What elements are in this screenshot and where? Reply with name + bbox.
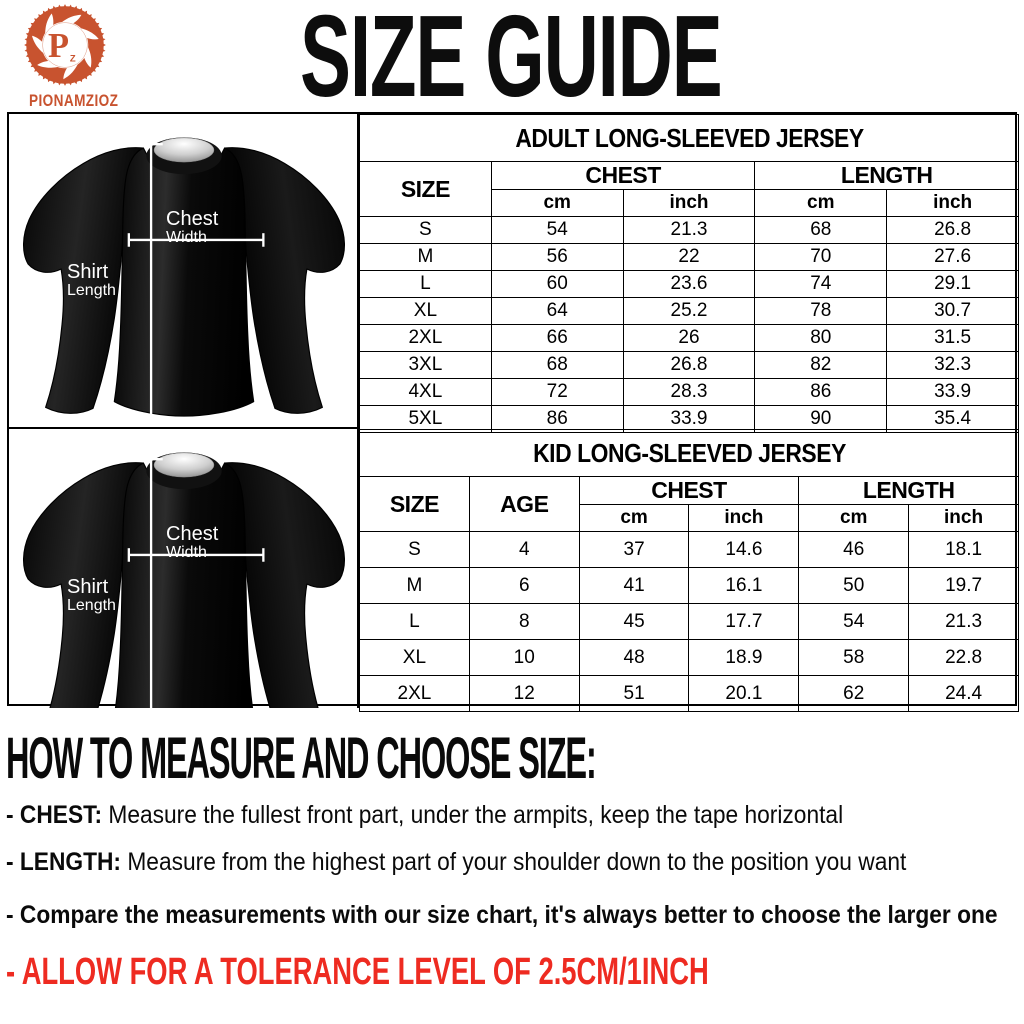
svg-text:Z: Z: [70, 53, 76, 64]
svg-text:P: P: [48, 27, 69, 65]
